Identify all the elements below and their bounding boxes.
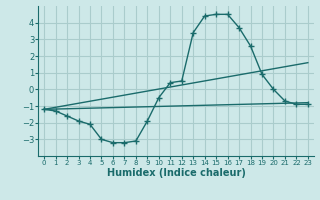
- X-axis label: Humidex (Indice chaleur): Humidex (Indice chaleur): [107, 168, 245, 178]
